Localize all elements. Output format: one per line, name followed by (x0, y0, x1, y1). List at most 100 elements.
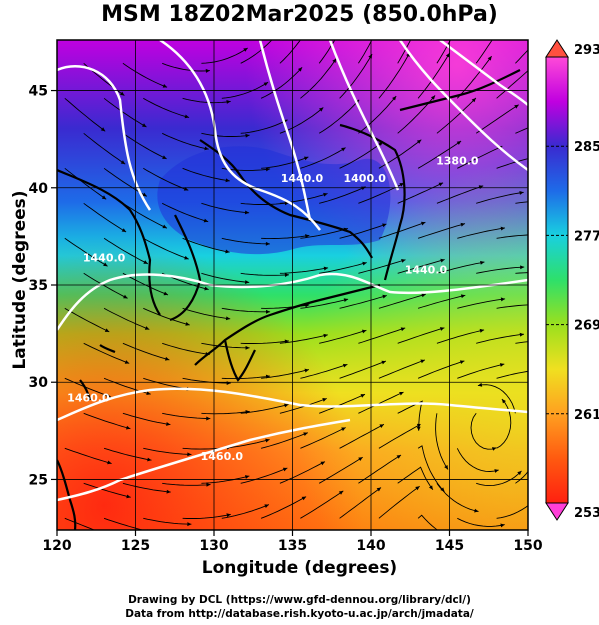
streamline (456, 448, 499, 472)
streamline (182, 513, 231, 519)
streamline (64, 307, 110, 333)
streamline-arrowhead (341, 427, 346, 432)
streamline-arrowhead (474, 508, 479, 513)
streamline (358, 259, 406, 274)
streamline (64, 167, 107, 200)
streamline-arrowhead (536, 495, 540, 499)
streamline (103, 307, 150, 330)
streamline-arrowhead (162, 155, 167, 159)
streamline-arrowhead (382, 223, 387, 228)
streamline-arrowhead (392, 96, 397, 101)
streamline (319, 329, 367, 344)
streamline (221, 504, 270, 519)
streamline (201, 132, 250, 137)
coastline-segment (399, 69, 521, 112)
coastline-segment (223, 339, 256, 382)
streamline (162, 482, 211, 486)
streamline (436, 329, 485, 344)
grid-lines (57, 40, 528, 530)
streamline-arrowhead (420, 221, 426, 226)
coastline-segment (169, 214, 202, 322)
streamline-arrowhead (310, 20, 314, 24)
streamline-arrowhead (297, 67, 303, 72)
contour-line (57, 387, 528, 422)
streamline (182, 237, 230, 253)
streamline (161, 202, 209, 223)
streamline-arrowhead (125, 425, 131, 430)
streamline-arrowhead (244, 475, 250, 479)
contour-label: 1460.0 (67, 392, 110, 405)
streamline-arrowhead (265, 438, 270, 443)
temperature-field: 1380.0 1400.0 1440.0 1440.0 1440.0 1460.0 1460… (57, 13, 545, 530)
streamline-arrowhead (119, 91, 125, 96)
y-axis-label: Latitude (degrees) (10, 190, 30, 370)
streamline (240, 404, 289, 414)
colorbar-max-arrow (545, 39, 569, 58)
contour-label: 1440.0 (281, 172, 324, 185)
streamline (64, 447, 112, 465)
streamline-arrowhead (471, 97, 476, 103)
streamline (358, 391, 404, 414)
streamline-arrowhead (420, 13, 424, 17)
streamline (417, 360, 465, 379)
x-tick-label: 145 (435, 538, 464, 554)
streamline-arrowhead (162, 224, 167, 229)
coastlines (57, 69, 521, 530)
streamline-arrowhead (323, 192, 328, 197)
streamline (397, 466, 434, 491)
streamline (397, 400, 423, 429)
streamline (358, 95, 397, 134)
colorbar-tick-label: 293 (574, 43, 599, 58)
colorbar-tick-label: 269 (574, 319, 599, 334)
streamline-arrowhead (332, 58, 337, 63)
streamline (496, 234, 528, 239)
streamline-arrowhead (532, 64, 536, 68)
streamline (221, 439, 270, 449)
streamline-arrowhead (101, 195, 107, 200)
streamline (378, 485, 420, 519)
streamline-arrowhead (460, 294, 466, 299)
streamline (339, 223, 387, 239)
streamline-arrowhead (305, 234, 310, 239)
streamline (339, 360, 387, 379)
streamline (436, 261, 485, 274)
streamline-arrowhead (106, 393, 111, 398)
coastline-segment (79, 379, 92, 401)
streamline-arrowhead (142, 123, 147, 127)
streamline-arrowhead (100, 127, 106, 132)
streamline-arrowhead (400, 327, 406, 332)
contour-line (258, 40, 312, 221)
contour-line (57, 418, 351, 502)
streamline (260, 496, 307, 519)
streamline-arrowhead (541, 233, 545, 237)
contour-label: 1460.0 (201, 450, 244, 463)
streamline-arrowhead (381, 360, 386, 365)
colorbar-tick-label: 277 (574, 229, 599, 244)
streamline-arrowhead (444, 464, 448, 470)
streamline (378, 293, 426, 309)
streamline-arrowhead (147, 457, 152, 462)
colorbar-min-arrow (545, 502, 569, 521)
streamline-arrowhead (225, 249, 230, 254)
streamline (122, 132, 167, 160)
streamline (103, 517, 145, 530)
streamline-arrowhead (459, 360, 465, 365)
streamline (515, 49, 528, 64)
y-tick-label: 30 (29, 375, 49, 391)
streamline-arrowhead (338, 490, 344, 495)
streamline-arrowhead (205, 68, 210, 73)
streamline-arrowhead (500, 523, 505, 528)
streamline-arrowhead (438, 182, 444, 187)
streamline (496, 398, 512, 449)
streamline (64, 377, 111, 398)
streamline-arrowhead (184, 255, 189, 260)
streamline-arrowhead (494, 469, 499, 473)
streamline-arrowhead (358, 457, 363, 462)
streamline (300, 490, 344, 519)
streamline-arrowhead (265, 241, 270, 246)
streamline-arrowhead (120, 160, 126, 165)
streamline-arrowhead (439, 327, 445, 331)
streamline-arrowhead (399, 391, 404, 396)
streamline (339, 295, 387, 309)
